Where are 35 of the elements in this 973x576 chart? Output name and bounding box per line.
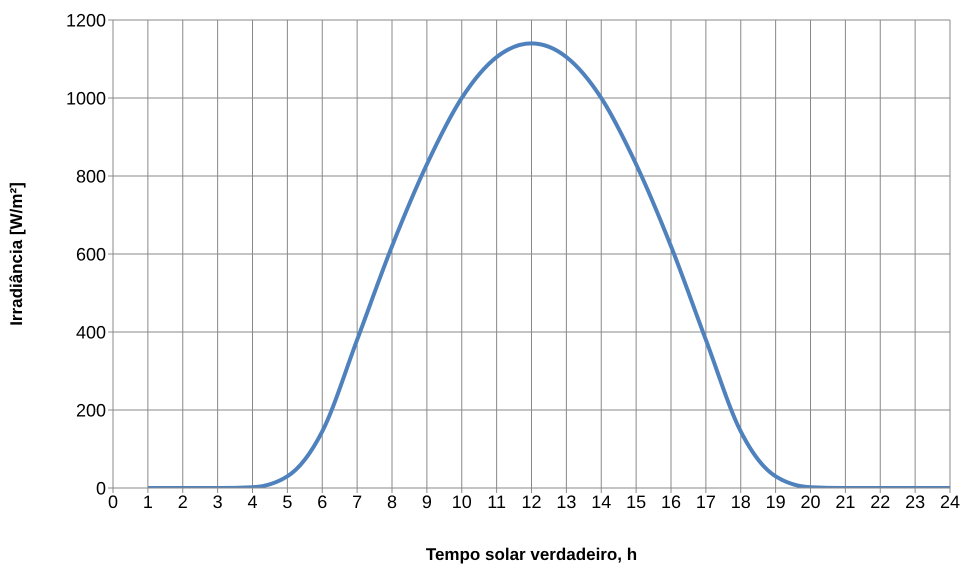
x-tick-label: 12: [521, 492, 542, 512]
x-tick-label: 14: [591, 492, 612, 512]
x-tick-label: 19: [766, 492, 786, 512]
x-tick-label: 23: [905, 492, 926, 512]
y-tick-label: 0: [96, 478, 106, 498]
x-axis-title: Tempo solar verdadeiro, h: [426, 545, 638, 564]
x-tick-label: 3: [212, 492, 223, 512]
y-tick-label: 1000: [66, 88, 106, 108]
y-tick-label: 200: [76, 400, 106, 420]
x-tick-label: 21: [835, 492, 856, 512]
x-tick-label: 22: [870, 492, 890, 512]
x-tick-label: 5: [282, 492, 292, 512]
y-tick-label: 600: [76, 244, 106, 264]
x-tick-label: 11: [487, 492, 506, 512]
x-tick-label: 0: [108, 492, 118, 512]
x-tick-label: 10: [452, 492, 472, 512]
y-tick-label: 400: [76, 322, 106, 342]
x-tick-label: 16: [660, 492, 682, 512]
x-tick-label: 9: [422, 492, 432, 512]
y-axis-title: Irradiância [W/m²]: [7, 182, 26, 326]
x-tick-label: 17: [696, 492, 716, 512]
x-tick-label: 1: [142, 492, 153, 512]
x-tick-label: 15: [626, 492, 646, 512]
x-tick-label: 18: [730, 492, 751, 512]
y-tick-label: 1200: [66, 10, 106, 30]
x-tick-label: 24: [940, 492, 960, 512]
x-tick-label: 2: [178, 492, 188, 512]
x-tick-label: 7: [352, 492, 362, 512]
line-series: [146, 41, 950, 488]
x-tick-label: 8: [386, 492, 398, 512]
x-tick-label: 13: [556, 492, 576, 512]
x-tick-label: 4: [247, 492, 258, 512]
y-tick-label: 800: [76, 166, 106, 186]
x-tick-label: 6: [317, 492, 328, 512]
x-tick-label: 20: [800, 492, 821, 512]
